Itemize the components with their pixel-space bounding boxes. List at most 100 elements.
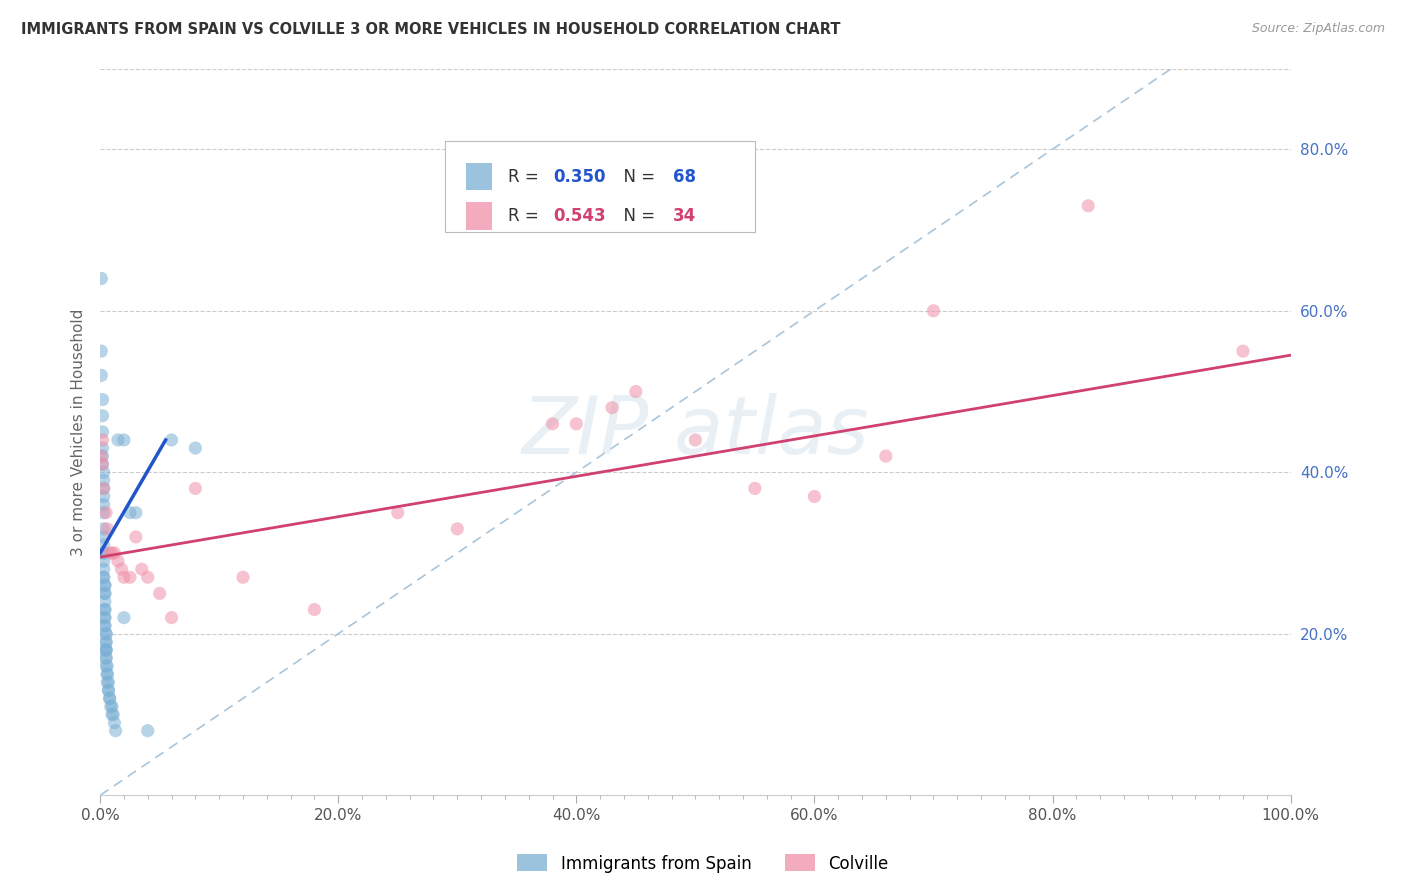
- Point: [94, 578, 117, 592]
- Point: [160, 433, 183, 447]
- Point: [94, 506, 117, 520]
- Point: [94, 618, 117, 632]
- Point: [93, 522, 115, 536]
- Text: N =: N =: [613, 207, 661, 225]
- Point: [922, 303, 945, 318]
- Point: [93, 506, 115, 520]
- Point: [104, 723, 127, 738]
- Point: [93, 538, 115, 552]
- Bar: [465, 162, 492, 190]
- Point: [90, 271, 112, 285]
- Text: R =: R =: [509, 207, 544, 225]
- Point: [94, 610, 117, 624]
- Point: [131, 562, 153, 576]
- Point: [91, 392, 114, 407]
- Point: [101, 707, 124, 722]
- Point: [93, 570, 115, 584]
- Point: [98, 546, 121, 560]
- Point: [94, 643, 117, 657]
- Point: [184, 482, 207, 496]
- Point: [93, 562, 115, 576]
- Point: [160, 610, 183, 624]
- Point: [97, 683, 120, 698]
- Point: [94, 578, 117, 592]
- Point: [136, 723, 159, 738]
- Point: [118, 506, 141, 520]
- Point: [103, 707, 125, 722]
- Point: [184, 441, 207, 455]
- Point: [107, 554, 129, 568]
- Point: [93, 482, 115, 496]
- Point: [100, 699, 122, 714]
- Point: [101, 699, 124, 714]
- Point: [94, 651, 117, 665]
- Point: [94, 635, 117, 649]
- Legend: Immigrants from Spain, Colville: Immigrants from Spain, Colville: [510, 847, 896, 880]
- Point: [387, 506, 409, 520]
- Point: [1077, 199, 1099, 213]
- Point: [91, 457, 114, 471]
- Point: [93, 546, 115, 560]
- Point: [96, 659, 118, 673]
- Point: [107, 433, 129, 447]
- Point: [93, 554, 115, 568]
- Point: [110, 562, 132, 576]
- Point: [97, 683, 120, 698]
- Point: [96, 675, 118, 690]
- Point: [90, 368, 112, 383]
- Point: [91, 457, 114, 471]
- Point: [96, 667, 118, 681]
- Point: [94, 643, 117, 657]
- FancyBboxPatch shape: [446, 141, 755, 232]
- Point: [624, 384, 647, 399]
- Point: [803, 490, 825, 504]
- Point: [94, 635, 117, 649]
- Point: [93, 465, 115, 479]
- Point: [118, 570, 141, 584]
- Point: [541, 417, 564, 431]
- Point: [97, 675, 120, 690]
- Point: [93, 482, 115, 496]
- Point: [94, 602, 117, 616]
- Point: [136, 570, 159, 584]
- Point: [94, 586, 117, 600]
- Point: [103, 546, 125, 560]
- Text: R =: R =: [509, 168, 544, 186]
- Point: [600, 401, 623, 415]
- Point: [94, 627, 117, 641]
- Point: [90, 344, 112, 359]
- Point: [685, 433, 707, 447]
- Point: [94, 627, 117, 641]
- Point: [446, 522, 468, 536]
- Point: [112, 610, 135, 624]
- Point: [94, 618, 117, 632]
- Point: [112, 570, 135, 584]
- Point: [94, 610, 117, 624]
- Point: [875, 449, 897, 463]
- Point: [744, 482, 766, 496]
- Point: [93, 570, 115, 584]
- Text: 68: 68: [672, 168, 696, 186]
- Point: [125, 506, 148, 520]
- Point: [304, 602, 326, 616]
- Point: [94, 594, 117, 608]
- Point: [94, 651, 117, 665]
- Point: [93, 474, 115, 488]
- Point: [96, 522, 118, 536]
- Point: [93, 530, 115, 544]
- Point: [94, 586, 117, 600]
- Point: [98, 691, 121, 706]
- Point: [94, 602, 117, 616]
- Point: [125, 530, 148, 544]
- Point: [93, 490, 115, 504]
- Text: Source: ZipAtlas.com: Source: ZipAtlas.com: [1251, 22, 1385, 36]
- Point: [94, 659, 117, 673]
- Point: [112, 433, 135, 447]
- Text: ZIP atlas: ZIP atlas: [522, 392, 869, 471]
- Point: [98, 691, 121, 706]
- Point: [93, 498, 115, 512]
- Point: [91, 449, 114, 463]
- Point: [91, 425, 114, 439]
- Point: [103, 715, 125, 730]
- Text: 34: 34: [672, 207, 696, 225]
